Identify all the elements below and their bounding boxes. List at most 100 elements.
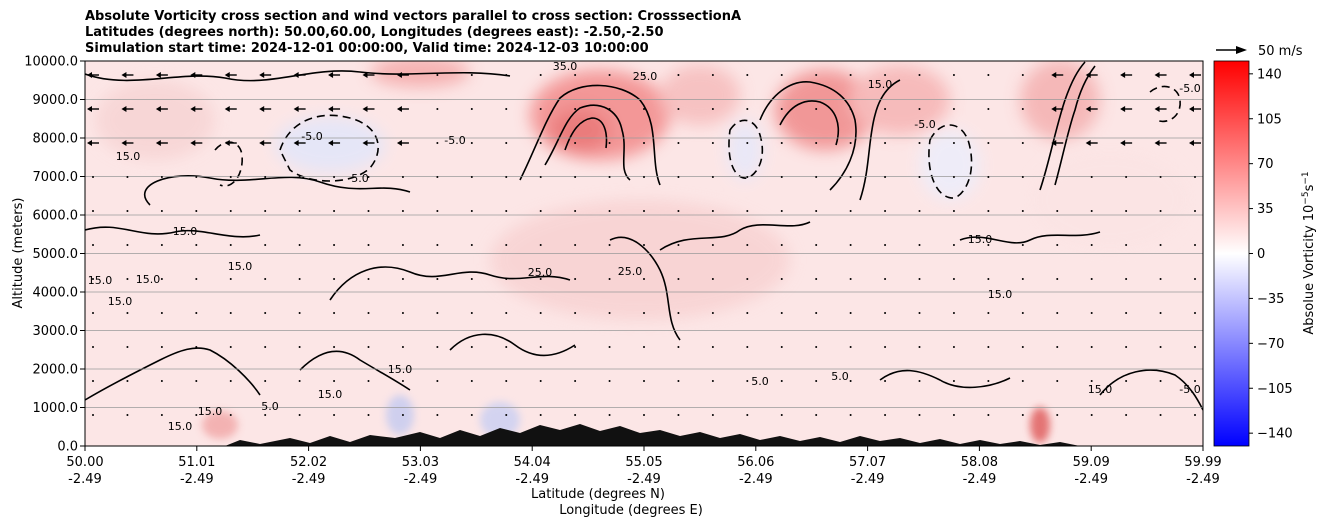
wind-vector	[539, 346, 542, 348]
wind-vector-head	[87, 72, 92, 78]
wind-vector-head	[1189, 72, 1194, 78]
contour-value-label: 15.0	[318, 388, 343, 401]
contour-value-label: 15.0	[173, 225, 198, 238]
wind-vector	[1194, 278, 1196, 280]
wind-vector	[849, 278, 852, 280]
wind-vector-head	[1154, 106, 1160, 112]
wind-vector	[1125, 176, 1128, 178]
wind-vector	[815, 142, 818, 144]
wind-vector	[677, 142, 680, 144]
wind-vector	[195, 244, 198, 246]
wind-vector	[470, 176, 473, 178]
quiver-key: 50 m/s	[1216, 44, 1303, 59]
wind-vector	[918, 142, 921, 144]
wind-vector	[1194, 380, 1196, 382]
wind-vector	[987, 142, 990, 144]
wind-vector	[677, 414, 680, 416]
y-tick-label: 4000.0	[33, 286, 79, 301]
wind-vector-head	[155, 106, 161, 112]
wind-vector-head	[224, 140, 230, 146]
contour-line	[85, 70, 511, 82]
wind-vector	[195, 346, 198, 348]
wind-vector	[1159, 414, 1162, 416]
vorticity-patch-59n	[1020, 61, 1100, 140]
colorbar-tick-label: 35	[1257, 202, 1274, 217]
negative-contours	[214, 85, 1181, 199]
wind-vector	[401, 312, 404, 314]
contour-line	[299, 350, 411, 391]
wind-vector	[401, 176, 404, 178]
wind-vector	[643, 278, 645, 280]
negative-contour-line	[214, 141, 243, 187]
wind-vector	[92, 244, 94, 246]
wind-vector	[884, 278, 887, 280]
wind-vector-head	[1120, 140, 1126, 146]
wind-vector	[298, 176, 301, 178]
wind-vector	[505, 210, 508, 212]
x-axis-label-line-2: Longitude (degrees E)	[559, 503, 703, 518]
x-tick-label-longitude: -2.49	[739, 472, 773, 487]
wind-vector	[539, 244, 542, 246]
wind-vector	[92, 278, 94, 280]
wind-vector	[780, 108, 783, 110]
contour-value-label: -5.0	[1179, 82, 1200, 95]
wind-vector-head	[259, 140, 265, 146]
wind-vector	[677, 108, 680, 110]
wind-vector	[401, 244, 404, 246]
wind-vector	[126, 278, 129, 280]
wind-vector-head	[190, 106, 196, 112]
wind-vector	[711, 414, 714, 416]
contour-value-label: 5.0	[261, 400, 279, 413]
wind-vector	[1021, 244, 1024, 246]
wind-vector	[1090, 176, 1093, 178]
wind-vector-head	[121, 140, 127, 146]
colorbar-tick-label: 105	[1257, 112, 1282, 127]
wind-vector	[849, 312, 852, 314]
contour-value-label: -5.0	[914, 118, 935, 131]
wind-vector	[746, 244, 749, 246]
colorbar	[1213, 60, 1250, 447]
contour-value-label: 5.0	[831, 370, 849, 383]
contour-value-label: 15.0	[988, 288, 1013, 301]
x-axis-label-line-1: Latitude (degrees N)	[531, 487, 665, 502]
vorticity-patch-59n-mid	[1030, 150, 1190, 250]
colorbar-tick-label: −105	[1257, 382, 1293, 397]
y-tick-label: 7000.0	[33, 170, 79, 185]
wind-vector	[1021, 380, 1024, 382]
wind-vector-head	[1085, 106, 1091, 112]
wind-vector	[333, 346, 336, 348]
contour-line	[544, 104, 631, 181]
wind-vector	[815, 278, 818, 280]
wind-vector	[436, 210, 439, 212]
wind-vector	[1194, 176, 1196, 178]
wind-vector	[918, 278, 921, 280]
wind-vector-head	[224, 72, 230, 78]
wind-vector	[539, 414, 542, 416]
contour-value-label: 15.0	[168, 420, 193, 433]
wind-vector	[264, 380, 267, 382]
wind-vector	[574, 74, 577, 76]
chart-title-line-2: Latitudes (degrees north): 50.00,60.00, …	[85, 25, 664, 40]
wind-vector	[1125, 380, 1128, 382]
wind-vector	[1021, 74, 1024, 76]
wind-vector	[815, 346, 818, 348]
wind-vector	[608, 244, 611, 246]
colorbar-label: Absolue Vorticity 10−5s−1	[1301, 171, 1317, 334]
wind-vector-head	[87, 106, 92, 112]
wind-vector	[160, 176, 163, 178]
wind-vector	[298, 414, 301, 416]
wind-vector	[92, 312, 94, 314]
wind-vector	[1056, 414, 1059, 416]
wind-vector-head	[328, 72, 334, 78]
wind-vector	[1125, 244, 1128, 246]
wind-vector-head	[396, 72, 402, 78]
wind-vector	[195, 312, 198, 314]
wind-vector-head	[1154, 72, 1160, 78]
wind-vector	[643, 244, 645, 246]
wind-vector	[746, 74, 749, 76]
wind-vector	[195, 278, 198, 280]
wind-vector	[918, 108, 921, 110]
wind-vector	[436, 108, 439, 110]
x-tick-label-latitude: 56.06	[737, 455, 774, 470]
wind-vector	[1056, 244, 1059, 246]
